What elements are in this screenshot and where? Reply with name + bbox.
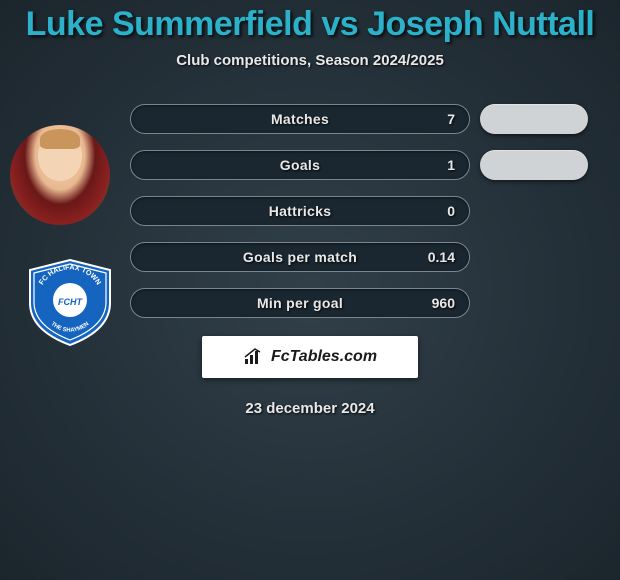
stat-label: Matches — [131, 111, 469, 127]
subtitle: Club competitions, Season 2024/2025 — [0, 52, 620, 69]
stat-value-left: 0 — [447, 203, 455, 219]
stat-value-left: 7 — [447, 111, 455, 127]
svg-text:FCHT: FCHT — [58, 297, 83, 307]
stat-row: Min per goal 960 — [130, 288, 600, 318]
stat-label: Min per goal — [131, 295, 469, 311]
stat-label: Hattricks — [131, 203, 469, 219]
stat-value-left: 1 — [447, 157, 455, 173]
stats-area: Matches 7 Goals 1 Hattricks 0 Goals per … — [130, 104, 600, 318]
stat-pill-left: Goals per match 0.14 — [130, 242, 470, 272]
fctables-logo[interactable]: FcTables.com — [202, 336, 418, 378]
stat-pill-left: Hattricks 0 — [130, 196, 470, 226]
club-badge: FC HALIFAX TOWN FCHT THE SHAYMEN — [20, 258, 120, 348]
player-avatar-left — [10, 125, 110, 225]
stat-row: Hattricks 0 — [130, 196, 600, 226]
stat-pill-left: Goals 1 — [130, 150, 470, 180]
content-wrapper: Luke Summerfield vs Joseph Nuttall Club … — [0, 0, 620, 417]
date-text: 23 december 2024 — [0, 400, 620, 417]
stat-label: Goals — [131, 157, 469, 173]
stat-pill-right — [480, 104, 588, 134]
logo-text: FcTables.com — [271, 348, 377, 366]
chart-icon — [243, 348, 265, 366]
stat-pill-right — [480, 150, 588, 180]
stat-row: Goals per match 0.14 — [130, 242, 600, 272]
page-title: Luke Summerfield vs Joseph Nuttall — [0, 5, 620, 44]
stat-value-left: 960 — [432, 295, 455, 311]
stat-pill-left: Matches 7 — [130, 104, 470, 134]
stat-label: Goals per match — [131, 249, 469, 265]
stat-row: Matches 7 — [130, 104, 600, 134]
stat-row: Goals 1 — [130, 150, 600, 180]
stat-pill-left: Min per goal 960 — [130, 288, 470, 318]
stat-value-left: 0.14 — [428, 249, 455, 265]
